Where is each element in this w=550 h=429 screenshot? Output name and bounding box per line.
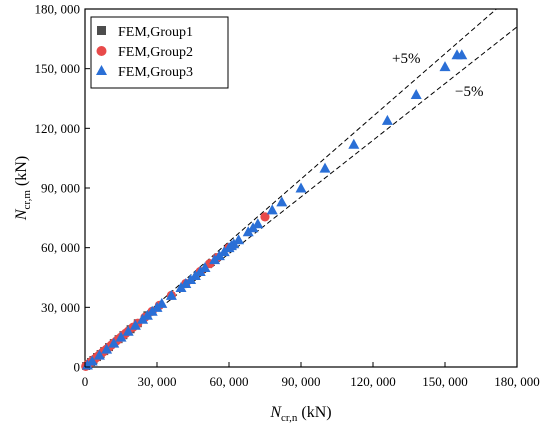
legend-marker-group3 (96, 65, 107, 75)
y-tick-label: 120, 000 (35, 121, 81, 136)
point-group3 (101, 343, 113, 354)
data-points (81, 49, 468, 372)
point-group3 (233, 234, 245, 245)
x-tick-label: 90, 000 (282, 374, 321, 389)
y-axis-unit: (kN) (13, 156, 30, 190)
y-tick-label: 90, 000 (41, 181, 80, 196)
point-group3 (276, 196, 288, 207)
point-group3 (319, 162, 331, 173)
plot-area (81, 8, 518, 372)
x-axis-symbol: N (269, 404, 282, 421)
x-tick-label: 60, 000 (210, 374, 249, 389)
point-group3 (266, 204, 278, 215)
y-tick-label: 60, 000 (41, 240, 80, 255)
reference-line-labels: +5% −5% (392, 51, 483, 100)
x-axis-unit: (kN) (297, 404, 331, 421)
point-group3 (156, 297, 168, 308)
y-tick-label: 180, 000 (35, 2, 81, 17)
point-group3 (381, 114, 393, 125)
point-group2 (260, 212, 270, 222)
ref-label-plus5: +5% (392, 51, 420, 67)
point-group3 (199, 262, 211, 273)
point-group3 (86, 355, 98, 366)
y-axis-subscript: cr,m (21, 190, 33, 210)
ref-label-minus5: −5% (455, 84, 483, 100)
legend-marker-group1 (97, 26, 106, 35)
point-group3 (439, 61, 451, 72)
legend-marker-group2 (96, 46, 107, 56)
point-group3 (456, 49, 468, 60)
x-axis-subscript: cr,n (281, 412, 298, 424)
point-group3 (115, 331, 127, 342)
point-group3 (348, 138, 360, 149)
point-group3 (295, 182, 307, 193)
y-axis-symbol: N (13, 208, 30, 221)
y-tick-label: 30, 000 (41, 300, 80, 315)
legend-label-group3: FEM,Group3 (118, 65, 193, 80)
point-group3 (129, 319, 141, 330)
legend-label-group2: FEM,Group2 (118, 45, 193, 60)
point-group3 (93, 349, 105, 360)
y-tick-label: 0 (74, 360, 81, 375)
point-group3 (108, 337, 120, 348)
point-group3 (410, 89, 422, 100)
x-tick-label: 150, 000 (422, 374, 468, 389)
x-tick-label: 180, 000 (494, 374, 540, 389)
y-tick-label: 150, 000 (35, 61, 81, 76)
x-axis-title: Ncr,n (kN) (269, 404, 331, 424)
point-group3 (252, 218, 264, 229)
point-group3 (165, 289, 177, 300)
legend: FEM,Group1 FEM,Group2 FEM,Group3 (90, 16, 229, 89)
point-group3 (122, 325, 134, 336)
x-tick-label: 120, 000 (350, 374, 396, 389)
x-tick-label: 0 (82, 374, 89, 389)
legend-label-group1: FEM,Group1 (118, 25, 193, 40)
x-axis-ticks: 0 30, 000 60, 000 90, 000 120, 000 150, 000 18… (82, 362, 540, 389)
x-tick-label: 30, 000 (138, 374, 177, 389)
legend-box (90, 16, 229, 89)
y-axis-title: Ncr,m (kN) (13, 156, 33, 221)
y-axis-ticks: 0 30, 000 60, 000 90, 000 120, 000 150, 000 18… (35, 2, 90, 375)
